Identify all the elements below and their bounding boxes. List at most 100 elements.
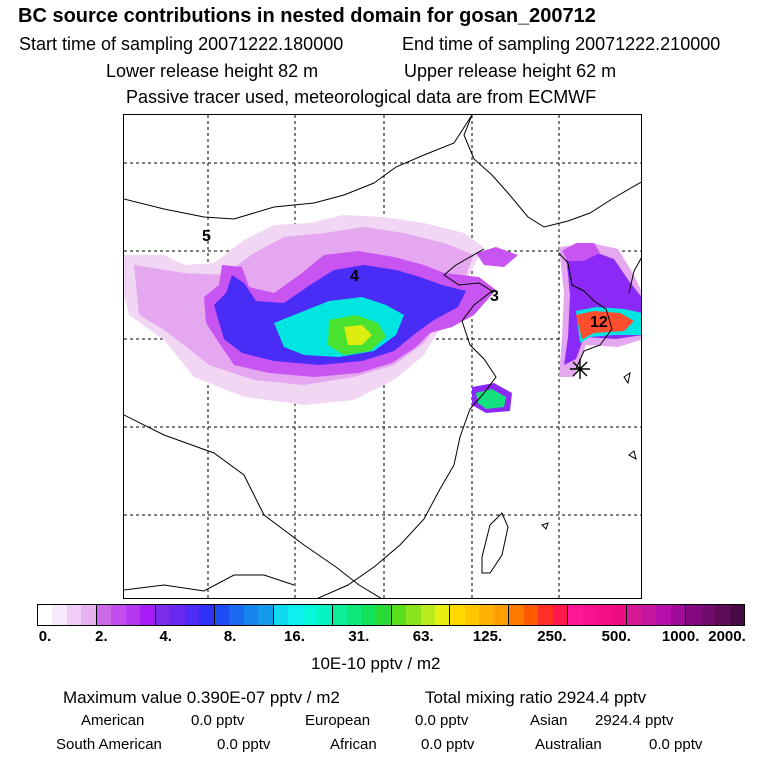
concentration-plume xyxy=(124,215,641,413)
colorbar-tick-label: 0. xyxy=(38,628,52,645)
colorbar-tick-label: 16. xyxy=(284,628,305,645)
plume-east-level-4 xyxy=(576,311,634,339)
colorbar-tick-label: 250. xyxy=(537,628,567,645)
lower-release-label: Lower release height 82 m xyxy=(106,61,319,81)
colorbar-swatch xyxy=(229,605,244,625)
colorbar-tick-label: 63. xyxy=(412,628,434,645)
region-name-african: African xyxy=(330,736,377,753)
colorbar-swatch xyxy=(552,605,568,625)
colorbar-swatch xyxy=(317,605,332,625)
colorbar-tick-label: 8. xyxy=(223,628,237,645)
region-name-american: American xyxy=(81,712,145,729)
region-value-american: 0.0 pptv xyxy=(191,712,245,729)
receptor-star-icon xyxy=(570,359,590,379)
colorbar-segment xyxy=(509,605,569,625)
colorbar-swatch xyxy=(686,605,701,625)
colorbar-tick-label: 125. xyxy=(472,628,503,645)
upper-release-label: Upper release height 62 m xyxy=(404,61,617,81)
colorbar-segment xyxy=(273,605,333,625)
colorbar-segment xyxy=(332,605,392,625)
colorbar-swatch xyxy=(391,605,407,625)
colorbar-swatch xyxy=(627,605,642,625)
region-value-european: 0.0 pptv xyxy=(415,712,469,729)
colorbar-swatch xyxy=(568,605,583,625)
colorbar-segment xyxy=(686,605,745,625)
colorbar-swatch xyxy=(111,605,126,625)
colorbar-swatch xyxy=(670,605,686,625)
colorbar-swatch xyxy=(288,605,303,625)
colorbar-tick-label: 4. xyxy=(159,628,172,645)
colorbar-swatch xyxy=(464,605,480,625)
colorbar-swatch xyxy=(81,605,96,625)
region-label-12: 12 xyxy=(590,314,608,331)
plume-north-tip-1 xyxy=(476,247,518,267)
colorbar xyxy=(37,604,745,626)
colorbar-swatch xyxy=(656,605,671,625)
colorbar-swatch xyxy=(347,605,362,625)
colorbar-swatch xyxy=(155,605,171,625)
colorbar-tick-label: 500. xyxy=(601,628,631,645)
colorbar-swatch xyxy=(361,605,377,625)
colorbar-segment xyxy=(96,605,156,625)
colorbar-swatch xyxy=(406,605,421,625)
colorbar-segment xyxy=(450,605,510,625)
colorbar-swatch xyxy=(420,605,435,625)
region-value-south-american: 0.0 pptv xyxy=(217,736,271,753)
colorbar-tick-label: 1000. xyxy=(661,628,700,645)
region-label-3: 3 xyxy=(490,288,499,305)
colorbar-swatch xyxy=(184,605,200,625)
colorbar-swatch xyxy=(450,605,465,625)
colorbar-swatch xyxy=(302,605,318,625)
colorbar-swatch xyxy=(538,605,553,625)
colorbar-swatch xyxy=(597,605,612,625)
colorbar-swatch xyxy=(700,605,716,625)
colorbar-swatch xyxy=(52,605,67,625)
start-time-label: Start time of sampling 20071222.180000 xyxy=(19,34,344,54)
colorbar-swatch xyxy=(479,605,494,625)
colorbar-swatch xyxy=(258,605,273,625)
region-label-4: 4 xyxy=(350,268,359,285)
colorbar-swatch xyxy=(332,605,348,625)
colorbar-swatch xyxy=(96,605,112,625)
region-value-australian: 0.0 pptv xyxy=(649,736,703,753)
colorbar-segment xyxy=(214,605,274,625)
end-time-label: End time of sampling 20071222.210000 xyxy=(402,34,721,54)
colorbar-swatch xyxy=(140,605,155,625)
coastline xyxy=(124,115,641,598)
colorbar-swatch xyxy=(125,605,141,625)
plume-north-tip-2 xyxy=(562,243,600,261)
maximum-value: Maximum value 0.390E-07 pptv / m2 xyxy=(63,688,340,707)
colorbar-swatch xyxy=(243,605,259,625)
colorbar-swatch xyxy=(729,605,745,625)
colorbar-swatch xyxy=(170,605,185,625)
colorbar-swatch xyxy=(493,605,509,625)
colorbar-segment xyxy=(568,605,628,625)
region-label-5: 5 xyxy=(202,228,211,245)
colorbar-segment xyxy=(38,605,97,625)
colorbar-swatch xyxy=(582,605,598,625)
map-svg: 5 4 3 12 xyxy=(124,115,641,598)
colorbar-tick-label: 2. xyxy=(95,628,108,645)
colorbar-tick-label: 2000. xyxy=(708,628,746,645)
colorbar-segment xyxy=(155,605,215,625)
region-name-south-american: South American xyxy=(56,736,162,753)
colorbar-segment xyxy=(627,605,687,625)
colorbar-swatch xyxy=(715,605,730,625)
region-name-asian: Asian xyxy=(530,712,568,729)
colorbar-swatch xyxy=(273,605,289,625)
colorbar-swatch xyxy=(66,605,82,625)
chart-title: BC source contributions in nested domain… xyxy=(18,5,596,27)
colorbar-segment xyxy=(391,605,451,625)
colorbar-swatch xyxy=(38,605,53,625)
colorbar-swatch xyxy=(214,605,230,625)
lat-lon-grid xyxy=(124,115,641,598)
colorbar-tick-label: 31. xyxy=(348,628,370,645)
region-value-asian: 2924.4 pptv xyxy=(595,712,674,729)
colorbar-swatch xyxy=(434,605,450,625)
plume-level-7 xyxy=(344,325,372,345)
total-mixing-ratio: Total mixing ratio 2924.4 pptv xyxy=(425,688,647,707)
region-name-european: European xyxy=(305,712,371,729)
region-value-african: 0.0 pptv xyxy=(421,736,475,753)
region-name-australian: Australian xyxy=(535,736,602,753)
plume-map: 5 4 3 12 xyxy=(123,114,642,599)
